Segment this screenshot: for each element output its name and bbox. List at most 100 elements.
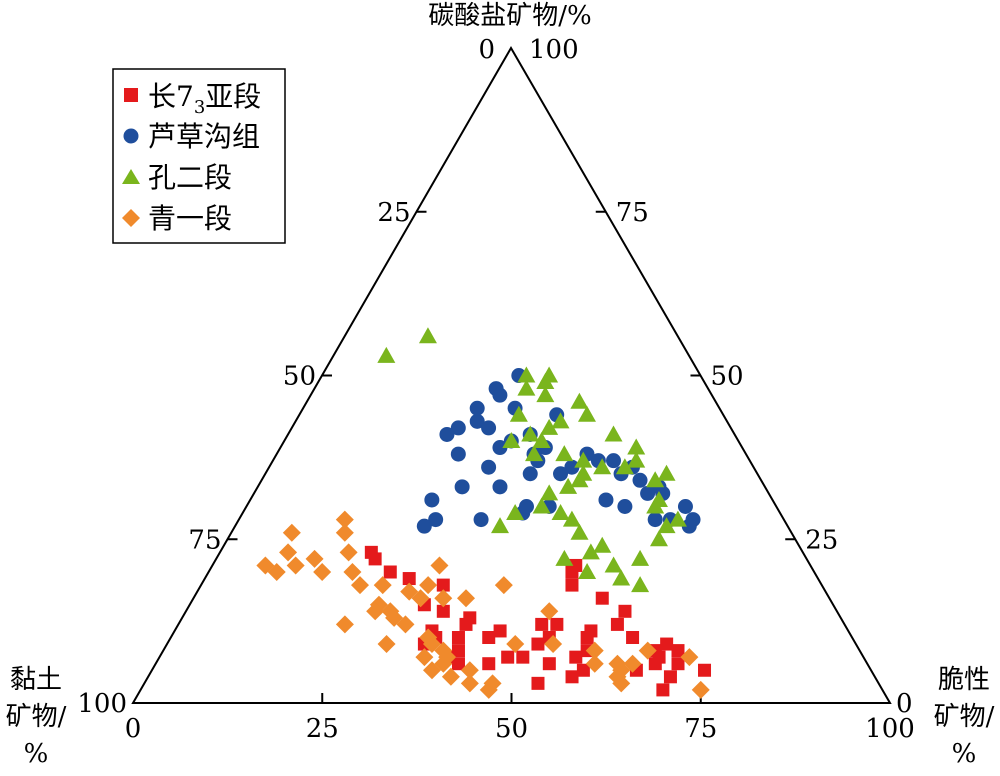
- series-triangle: [377, 327, 687, 593]
- data-point-diamond: [267, 563, 286, 581]
- data-point-triangle: [593, 536, 612, 553]
- data-point-diamond: [460, 661, 479, 680]
- data-point-square: [656, 683, 670, 697]
- left-axis-title-line2: 矿物/: [6, 702, 67, 732]
- data-point-triangle: [517, 366, 536, 383]
- legend-item-chang73: 长73亚段: [124, 80, 261, 118]
- data-point-diamond: [305, 549, 324, 568]
- data-point-diamond: [282, 523, 301, 542]
- data-point-triangle: [536, 386, 555, 403]
- legend-circle-marker: [123, 128, 139, 144]
- data-point-square: [663, 670, 677, 684]
- legend-label-chang73: 长73亚段: [148, 80, 261, 118]
- data-point-square: [402, 572, 416, 586]
- data-point-diamond: [494, 576, 513, 595]
- data-point-diamond: [544, 635, 563, 654]
- data-point-square: [542, 657, 556, 671]
- legend-label-lucaogou: 芦草沟组: [148, 120, 260, 153]
- data-point-diamond: [434, 589, 453, 608]
- data-point-diamond: [335, 510, 354, 529]
- data-point-circle: [481, 459, 497, 475]
- data-point-diamond: [411, 589, 430, 608]
- legend: 长73亚段 芦草沟组 孔二段 青一段: [112, 68, 286, 244]
- data-point-diamond: [638, 641, 657, 660]
- data-points: [256, 327, 712, 699]
- data-point-diamond: [335, 615, 354, 634]
- data-point-square: [550, 617, 564, 631]
- data-point-circle: [677, 499, 693, 514]
- data-point-diamond: [441, 667, 460, 686]
- legend-item-qingyi: 青一段: [122, 202, 232, 235]
- left-tick-label: 0: [478, 35, 495, 65]
- data-point-circle: [428, 512, 444, 528]
- data-point-triangle: [551, 504, 570, 521]
- data-point-circle: [492, 387, 508, 403]
- data-point-triangle: [540, 418, 559, 435]
- data-point-circle: [439, 426, 455, 442]
- legend-box: [112, 68, 286, 244]
- data-point-diamond: [351, 576, 370, 595]
- data-point-diamond: [430, 556, 449, 575]
- data-point-circle: [553, 466, 569, 482]
- data-point-circle: [424, 492, 440, 508]
- data-point-square: [436, 604, 450, 618]
- right-axis-title-line1: 脆性: [938, 665, 990, 695]
- data-point-circle: [469, 413, 485, 429]
- data-point-diamond: [313, 563, 332, 581]
- data-point-triangle: [570, 523, 589, 540]
- data-point-circle: [598, 492, 614, 508]
- data-point-diamond: [422, 661, 441, 680]
- data-point-square: [383, 565, 397, 579]
- data-point-square: [569, 558, 583, 572]
- data-point-square: [660, 637, 674, 651]
- data-point-diamond: [479, 680, 498, 699]
- data-point-triangle: [562, 510, 581, 527]
- bottom-tick-label: 50: [495, 714, 528, 744]
- data-point-square: [482, 657, 496, 671]
- top-axis-title: 碳酸盐矿物/%: [428, 1, 591, 31]
- data-point-square: [626, 631, 640, 644]
- data-point-square: [576, 663, 590, 677]
- data-point-diamond: [506, 635, 525, 654]
- series-diamond: [256, 510, 710, 699]
- series-square: [364, 545, 712, 697]
- data-point-circle: [481, 420, 497, 436]
- data-point-triangle: [532, 497, 551, 514]
- data-point-circle: [681, 518, 697, 534]
- data-point-triangle: [615, 458, 634, 475]
- data-point-triangle: [555, 445, 574, 462]
- data-point-circle: [617, 499, 633, 514]
- data-point-circle: [469, 400, 485, 416]
- left-axis-title-line1: 黏土: [10, 665, 62, 695]
- data-point-diamond: [680, 648, 699, 667]
- data-point-square: [565, 670, 579, 684]
- data-point-diamond: [612, 674, 631, 693]
- right-tick-label: 25: [805, 525, 838, 555]
- data-point-triangle: [604, 556, 623, 573]
- right-axis-title-line3: %: [952, 739, 977, 769]
- bottom-tick-label: 25: [306, 714, 339, 744]
- data-point-circle: [454, 479, 470, 495]
- data-point-triangle: [377, 346, 396, 363]
- data-point-diamond: [335, 523, 354, 542]
- data-point-square: [595, 591, 609, 605]
- data-point-triangle: [657, 464, 676, 481]
- data-point-triangle: [555, 549, 574, 566]
- data-point-square: [698, 663, 712, 677]
- left-axis-title-line3: %: [24, 739, 49, 769]
- data-point-diamond: [585, 641, 604, 660]
- data-point-circle: [416, 518, 432, 534]
- data-point-square: [463, 611, 477, 625]
- data-point-diamond: [373, 576, 392, 595]
- data-point-triangle: [540, 366, 559, 383]
- data-point-circle: [492, 440, 508, 456]
- data-point-triangle: [649, 530, 668, 547]
- axis-ticks: [227, 210, 796, 703]
- data-point-square: [531, 637, 545, 651]
- right-tick-label: 75: [616, 198, 649, 228]
- data-point-diamond: [396, 615, 415, 634]
- data-point-square: [501, 650, 515, 664]
- data-point-triangle: [517, 379, 536, 396]
- data-point-circle: [632, 472, 648, 488]
- bottom-tick-label: 100: [865, 714, 915, 744]
